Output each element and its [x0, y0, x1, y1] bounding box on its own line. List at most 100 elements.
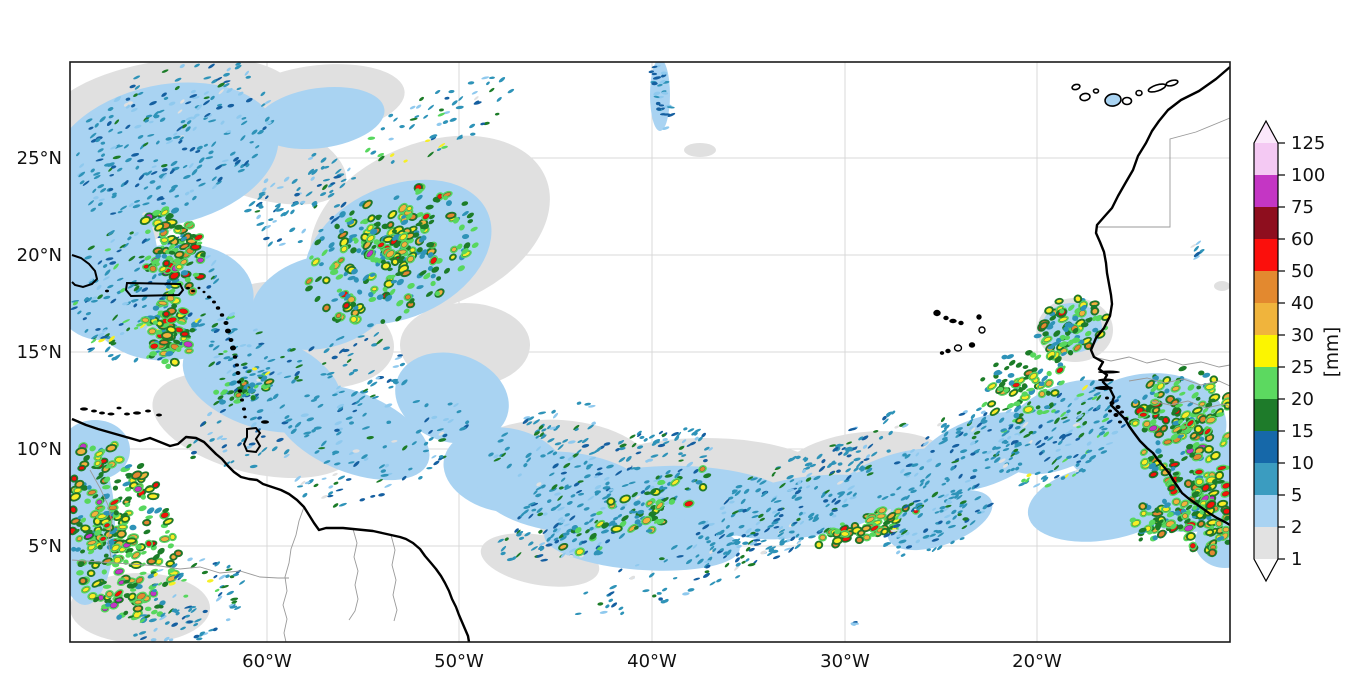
- map-graphic: [190, 450, 197, 455]
- map-graphic: [682, 592, 690, 596]
- island-dot: [240, 398, 244, 402]
- canary-island: [1071, 83, 1081, 91]
- canary-island: [1165, 79, 1179, 87]
- map-graphic: [106, 121, 112, 127]
- map-graphic: [189, 94, 198, 98]
- map-graphic: [113, 98, 121, 103]
- map-graphic: [153, 114, 160, 119]
- map-graphic: [1139, 503, 1146, 510]
- map-graphic: [651, 72, 658, 76]
- map-graphic: [223, 83, 230, 88]
- map-graphic: [156, 140, 160, 145]
- map-graphic: [228, 403, 234, 407]
- map-graphic: [219, 409, 227, 413]
- colorbar-tick-label: 10: [1291, 453, 1314, 474]
- map-graphic: [687, 588, 695, 592]
- map-graphic: [367, 379, 373, 385]
- y-tick-label: 25°N: [17, 148, 62, 169]
- map-graphic: [620, 611, 625, 615]
- island-dot: [107, 412, 115, 416]
- map-graphic: [88, 559, 95, 565]
- map-graphic: [315, 276, 322, 283]
- map-graphic: [452, 217, 460, 224]
- map-graphic: [153, 159, 159, 163]
- map-graphic: [427, 265, 434, 271]
- map-graphic: [203, 76, 212, 80]
- map-graphic: [110, 165, 117, 169]
- map-graphic: [175, 346, 182, 353]
- island-dot: [1098, 378, 1114, 382]
- map-graphic: [135, 165, 140, 170]
- map-graphic: [639, 435, 645, 440]
- map-graphic: [213, 574, 218, 579]
- map-graphic: [742, 541, 749, 545]
- map-graphic: [444, 96, 450, 100]
- map-graphic: [191, 168, 198, 176]
- map-graphic: [170, 272, 179, 279]
- colorbar-segment: [1254, 175, 1278, 207]
- map-graphic: [352, 368, 359, 372]
- map-graphic: [88, 570, 94, 576]
- map-graphic: [350, 391, 358, 397]
- map-graphic: [108, 230, 115, 236]
- map-graphic: [113, 354, 121, 360]
- map-graphic: [741, 560, 746, 564]
- map-graphic: [373, 239, 380, 245]
- colorbar-tick-label: 5: [1291, 485, 1302, 506]
- colorbar-tick-label: 100: [1291, 165, 1325, 186]
- map-graphic: [127, 236, 132, 241]
- map-graphic: [180, 270, 189, 276]
- map-graphic: [212, 627, 218, 632]
- map-graphic: [443, 195, 449, 201]
- map-graphic: [380, 127, 385, 131]
- map-graphic: [168, 243, 176, 250]
- map-graphic: [420, 235, 427, 241]
- map-graphic: [141, 287, 149, 292]
- island-dot: [1098, 370, 1120, 374]
- map-graphic: [392, 234, 399, 241]
- map-graphic: [597, 602, 604, 606]
- map-graphic: [196, 241, 203, 246]
- map-graphic: [155, 253, 161, 259]
- x-tick-label: 50°W: [434, 651, 484, 672]
- map-graphic: [97, 202, 103, 207]
- map-graphic: [186, 222, 194, 228]
- map-graphic: [368, 369, 375, 375]
- map-graphic: [314, 239, 322, 246]
- map-graphic: [323, 305, 330, 311]
- map-graphic: [108, 128, 114, 133]
- map-graphic: [283, 449, 290, 455]
- map-graphic: [337, 406, 344, 411]
- colorbar-tick-label: 30: [1291, 325, 1314, 346]
- map-graphic: [371, 343, 378, 347]
- map-graphic: [100, 580, 107, 585]
- map-graphic: [196, 164, 203, 169]
- map-graphic: [209, 438, 215, 442]
- map-graphic: [208, 268, 215, 273]
- map-graphic: [409, 117, 418, 121]
- map-graphic: [266, 397, 272, 402]
- colorbar-tick-label: 125: [1291, 133, 1325, 154]
- map-graphic: [143, 529, 151, 535]
- country-border: [1092, 356, 1231, 368]
- map-graphic: [113, 263, 119, 270]
- map-graphic: [618, 568, 623, 573]
- x-tick-label: 60°W: [242, 651, 292, 672]
- map-graphic: [218, 89, 224, 95]
- map-graphic: [207, 411, 213, 417]
- map-graphic: [323, 348, 330, 354]
- map-graphic: [88, 200, 95, 206]
- map-graphic: [196, 104, 203, 111]
- map-graphic: [135, 545, 141, 549]
- map-graphic: [496, 96, 502, 102]
- map-graphic: [108, 114, 114, 119]
- map-graphic: [208, 119, 217, 123]
- island-dot: [1123, 417, 1129, 421]
- cape-verde-island: [939, 351, 945, 355]
- map-graphic: [267, 241, 273, 247]
- map-graphic: [141, 238, 147, 244]
- map-graphic: [494, 112, 500, 116]
- map-graphic: [138, 505, 147, 512]
- map-graphic: [328, 247, 335, 252]
- map-graphic: [284, 415, 290, 419]
